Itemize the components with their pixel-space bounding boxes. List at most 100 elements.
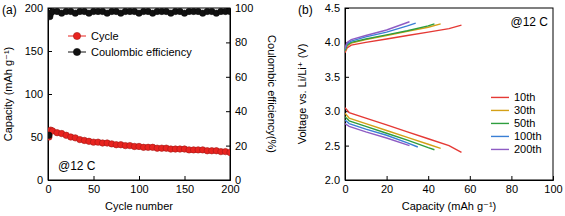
x-axis-tick: 60 xyxy=(464,176,476,195)
annotation: @12 C xyxy=(58,159,96,173)
legend-label: 100th xyxy=(514,130,542,142)
y-axis-tick-label: 4.5 xyxy=(325,2,340,14)
x-axis-tick-label: 20 xyxy=(381,183,393,195)
y-axis-tick-mark xyxy=(345,180,349,181)
y-axis-tick-label: 2.5 xyxy=(325,140,340,152)
y-axis-tick-label: 3.5 xyxy=(325,71,340,83)
x-axis-tick-label: 50 xyxy=(88,183,100,195)
legend-label: 10th xyxy=(514,91,535,103)
y2-axis-tick: 40 xyxy=(226,105,247,117)
y-axis-tick: 100 xyxy=(25,88,52,100)
plot-area xyxy=(48,8,230,155)
x-axis-tick-mark xyxy=(470,176,471,180)
plot-frame xyxy=(48,8,230,180)
point xyxy=(227,149,230,155)
y-axis-tick: 200 xyxy=(25,2,52,14)
y2-axis-tick-label: 60 xyxy=(235,71,247,83)
y2-axis-tick-mark xyxy=(226,180,230,181)
y2-axis-tick-mark xyxy=(226,42,230,43)
y2-axis-tick-mark xyxy=(226,111,230,112)
y-axis-title: Voltage vs. Li/Li⁺ (V) xyxy=(296,44,308,145)
y2-axis-tick-label: 0 xyxy=(235,174,241,186)
y2-axis-tick: 0 xyxy=(226,174,241,186)
x-axis-tick-label: 100 xyxy=(544,183,562,195)
y-axis-tick: 50 xyxy=(31,131,52,143)
y2-axis-tick-label: 80 xyxy=(235,36,247,48)
y-axis: 2.02.53.03.54.04.5 xyxy=(325,2,349,186)
y-axis-tick-label: 3.0 xyxy=(325,105,340,117)
legend-line xyxy=(491,149,509,150)
x-axis-tick: 100 xyxy=(544,176,562,195)
line xyxy=(345,22,409,146)
legend-marker xyxy=(73,48,80,55)
y2-axis: 020406080100 xyxy=(226,2,253,186)
y-axis-tick: 4.5 xyxy=(325,2,349,14)
x-axis: 050100150200 xyxy=(45,176,239,195)
y-axis-tick: 150 xyxy=(25,45,52,57)
y-axis-tick-mark xyxy=(345,146,349,147)
panel: 050100150200050100150200020406080100Cycl… xyxy=(2,2,278,212)
series xyxy=(48,127,230,156)
x-axis-title: Capacity (mAh g⁻¹) xyxy=(402,200,496,212)
x-axis-tick-label: 0 xyxy=(45,183,51,195)
x-axis-tick-label: 80 xyxy=(506,183,518,195)
x-axis-tick-mark xyxy=(553,176,554,180)
y-axis-tick: 3.0 xyxy=(325,105,349,117)
x-axis-tick: 40 xyxy=(423,176,435,195)
annotation: @12 C xyxy=(510,15,548,29)
y-axis-tick-label: 2.0 xyxy=(325,174,340,186)
legend-label: Cycle xyxy=(91,30,119,42)
y-axis-tick-mark xyxy=(48,94,52,95)
legend-label: 30th xyxy=(514,104,535,116)
y-axis-tick-label: 50 xyxy=(31,131,43,143)
x-axis-tick-label: 150 xyxy=(176,183,194,195)
plot-area xyxy=(345,22,461,153)
y2-axis-tick: 60 xyxy=(226,71,247,83)
y2-axis-tick: 80 xyxy=(226,36,247,48)
plot-frame xyxy=(345,8,553,180)
panel-title: (a) xyxy=(2,3,17,17)
y2-axis-tick-mark xyxy=(226,146,230,147)
legend-line xyxy=(491,136,509,137)
x-axis-tick: 150 xyxy=(176,176,194,195)
panel-title: (b) xyxy=(298,3,313,17)
x-axis-tick-label: 60 xyxy=(464,183,476,195)
y-axis-tick-label: 150 xyxy=(25,45,43,57)
point xyxy=(48,132,52,138)
y-axis: 0 50 100 150 200 xyxy=(25,2,52,186)
line xyxy=(345,25,461,152)
x-axis-tick-label: 0 xyxy=(342,183,348,195)
y-axis-tick-mark xyxy=(48,180,52,181)
x-axis-tick: 80 xyxy=(506,176,518,195)
legend-marker xyxy=(73,32,80,39)
legend: 10th30th50th100th200th xyxy=(491,91,542,155)
y-axis-line xyxy=(49,9,53,181)
x-axis-tick-mark xyxy=(387,176,388,180)
x-axis-tick-mark xyxy=(94,176,95,180)
x-axis-tick: 20 xyxy=(381,176,393,195)
y-axis-tick: 0 xyxy=(37,174,52,186)
legend-label: Coulombic efficiency xyxy=(91,46,192,58)
legend-line xyxy=(491,110,509,111)
point xyxy=(227,8,230,14)
legend-line xyxy=(491,97,509,98)
legend-label: 50th xyxy=(514,117,535,129)
figure: 050100150200050100150200020406080100Cycl… xyxy=(0,0,565,216)
y-axis-line xyxy=(346,9,350,181)
y-axis-tick-mark xyxy=(48,51,52,52)
y2-axis-tick-label: 40 xyxy=(235,105,247,117)
y-axis-tick: 2.0 xyxy=(325,174,349,186)
y-axis-tick: 2.5 xyxy=(325,140,349,152)
x-axis-tick-label: 40 xyxy=(423,183,435,195)
x-axis-tick: 50 xyxy=(88,176,100,195)
x-axis-tick-mark xyxy=(185,176,186,180)
y2-axis-tick-mark xyxy=(226,77,230,78)
y2-axis-tick-label: 100 xyxy=(235,2,253,14)
x-axis-line xyxy=(346,176,554,181)
y2-axis-title: Coulombic efficiency(%) xyxy=(266,35,278,153)
x-axis-tick-mark xyxy=(428,176,429,180)
y-axis-tick-mark xyxy=(345,77,349,78)
x-axis-tick: 100 xyxy=(130,176,148,195)
series xyxy=(48,8,230,138)
legend-label: 200th xyxy=(514,143,542,155)
